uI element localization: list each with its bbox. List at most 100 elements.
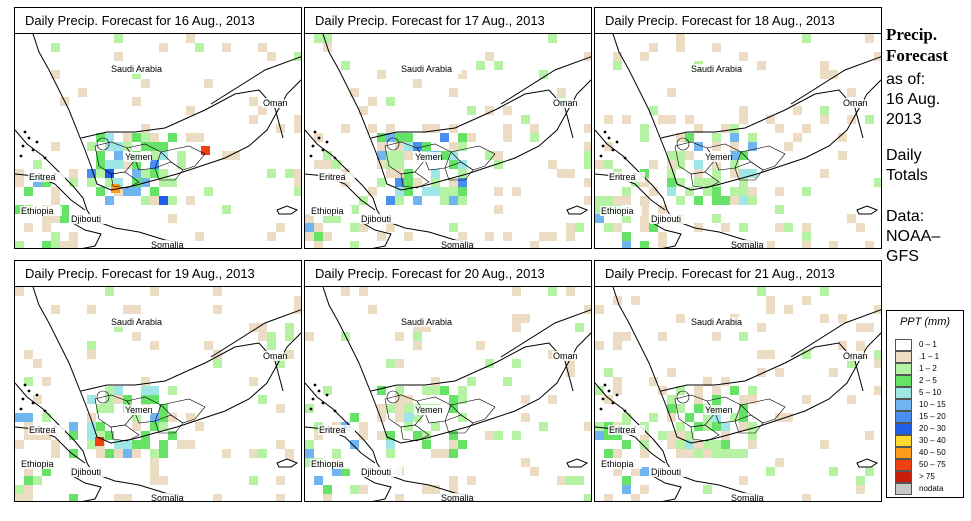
precip-cell [96, 431, 105, 440]
precip-cell [667, 88, 676, 97]
precip-cell [60, 214, 69, 223]
precip-cell [667, 151, 676, 160]
precip-cell [703, 413, 712, 422]
precip-cell [521, 413, 530, 422]
precip-cell [775, 458, 784, 467]
precip-cell [60, 205, 69, 214]
precip-cell [69, 241, 78, 248]
country-label-oman-bg [842, 351, 864, 361]
precip-cell [294, 169, 301, 178]
precip-cell [96, 422, 105, 431]
precip-cell [431, 449, 440, 458]
precip-cell [377, 413, 386, 422]
precip-cell [258, 395, 267, 404]
precip-cell [78, 88, 87, 97]
country-label-ethiopia: Ethiopia [311, 206, 344, 216]
legend-label: 40 – 50 [919, 448, 946, 457]
country-label-djibouti-bg [70, 214, 112, 224]
precip-cell [132, 305, 141, 314]
precip-cell [521, 458, 530, 467]
precip-cell [766, 350, 775, 359]
precip-cell [539, 232, 548, 241]
precip-cell [874, 350, 881, 359]
precip-cell [712, 133, 721, 142]
precip-cell [114, 494, 123, 501]
precip-cell [730, 449, 739, 458]
precip-cell [141, 196, 150, 205]
precip-cell [512, 314, 521, 323]
precip-cell [132, 187, 141, 196]
precip-cell [404, 133, 413, 142]
precip-cell [458, 395, 467, 404]
horn-of-africa-coastline [15, 129, 186, 245]
precip-cell [766, 305, 775, 314]
precip-cell [249, 377, 258, 386]
precip-cell [359, 431, 368, 440]
precip-cell [111, 184, 120, 193]
country-label-oman-bg [262, 351, 284, 361]
precip-cell [15, 241, 24, 248]
precip-cell [141, 79, 150, 88]
legend-swatch [895, 351, 912, 363]
precip-cell [350, 205, 359, 214]
precip-cell [323, 494, 332, 501]
precip-cell [757, 287, 766, 296]
precip-cell [51, 187, 60, 196]
precip-cell [359, 422, 368, 431]
precip-cell [377, 404, 386, 413]
precip-cell [820, 314, 829, 323]
precip-cell [449, 142, 458, 151]
legend-item: > 75 [895, 471, 961, 484]
precip-cell [730, 133, 739, 142]
country-label-saudi-arabia-bg [690, 317, 752, 327]
precip-cell [838, 151, 847, 160]
socotra-island [566, 458, 589, 468]
precip-cell [721, 124, 730, 133]
precip-cell [159, 151, 168, 160]
precip-cell [694, 386, 703, 395]
precip-cell [775, 187, 784, 196]
precip-cell [694, 422, 703, 431]
precip-cell [222, 151, 231, 160]
precip-cell [566, 368, 575, 377]
country-label-yemen: Yemen [705, 152, 733, 162]
precip-cell [422, 485, 431, 494]
precip-cell [51, 241, 60, 248]
precip-cell [204, 187, 213, 196]
precip-cell [712, 332, 721, 341]
precip-cell [494, 431, 503, 440]
country-label-somalia-bg [150, 240, 187, 248]
precip-cell [159, 404, 168, 413]
precip-cell [150, 422, 159, 431]
precip-cell [51, 440, 60, 449]
legend-label: .1 – 1 [919, 352, 940, 361]
precip-cell [703, 178, 712, 187]
precip-cell [604, 115, 613, 124]
precip-cell [739, 449, 748, 458]
precip-cell [159, 440, 168, 449]
precip-cell [150, 151, 159, 160]
precip-cell [676, 422, 685, 431]
sidebar-heading-2: Forecast [886, 46, 948, 65]
precip-cell [114, 52, 123, 61]
precip-cell [748, 440, 757, 449]
ethiopia-somalia-border [650, 474, 682, 501]
precip-cell [24, 476, 33, 485]
precip-cell [694, 196, 703, 205]
map-svg: Saudi Arabia Oman Yemen Eritrea Ethiopia Djib… [595, 287, 881, 501]
precip-cell [548, 232, 557, 241]
precip-cell [730, 386, 739, 395]
precip-cell [359, 196, 368, 205]
precip-cell [566, 287, 575, 296]
precip-cell [150, 476, 159, 485]
precip-cell [449, 223, 458, 232]
precip-cell [395, 404, 404, 413]
precip-cell [95, 437, 104, 446]
precip-cell [640, 196, 649, 205]
precip-cell [422, 323, 431, 332]
precip-cell [748, 395, 757, 404]
precip-cell [667, 115, 676, 124]
precip-cell [159, 476, 168, 485]
precip-cell [739, 476, 748, 485]
precip-cell [332, 467, 341, 476]
